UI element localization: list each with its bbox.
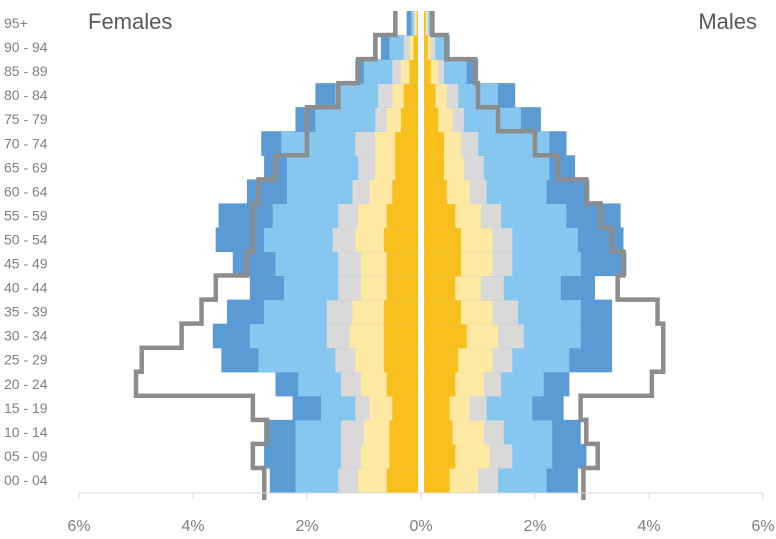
- male-bar-segment: [424, 35, 428, 60]
- female-bar-segment: [386, 371, 418, 397]
- bars-layer: [212, 11, 627, 493]
- female-bar-segment: [383, 347, 418, 373]
- y-tick-label: 85 - 89: [4, 63, 48, 79]
- y-tick-label: 40 - 44: [4, 280, 48, 296]
- males-outline-line: [430, 11, 666, 500]
- y-tick-label: 80 - 84: [4, 87, 48, 103]
- females-outline-line: [133, 11, 398, 500]
- male-bar-segment: [424, 179, 447, 204]
- male-bar-segment: [424, 227, 462, 253]
- y-tick-label: 30 - 34: [4, 328, 48, 344]
- x-tick-label: 6%: [67, 518, 90, 535]
- female-bar-segment: [392, 179, 418, 204]
- y-tick-label: 95+: [4, 15, 28, 31]
- male-bar-segment: [424, 323, 467, 349]
- female-bar-segment: [383, 299, 418, 325]
- y-tick-label: 70 - 74: [4, 135, 48, 151]
- y-tick-label: 25 - 29: [4, 352, 48, 368]
- female-bar-segment: [416, 11, 418, 36]
- female-bar-segment: [386, 275, 418, 301]
- y-tick-label: 90 - 94: [4, 39, 48, 55]
- male-bar-segment: [424, 107, 439, 132]
- y-tick-label: 20 - 24: [4, 376, 48, 392]
- x-tick-label: 4%: [181, 518, 204, 535]
- male-bar-segment: [424, 275, 456, 301]
- female-bar-segment: [413, 35, 418, 60]
- male-bar-segment: [424, 59, 431, 84]
- female-bar-segment: [386, 467, 418, 493]
- female-bar-segment: [389, 419, 418, 445]
- y-tick-label: 00 - 04: [4, 472, 48, 488]
- y-tick-label: 60 - 64: [4, 183, 48, 199]
- y-tick-label: 50 - 54: [4, 231, 48, 247]
- y-tick-label: 55 - 59: [4, 207, 48, 223]
- male-bar-segment: [424, 419, 453, 445]
- y-tick-label: 65 - 69: [4, 159, 48, 175]
- center-divider: [419, 9, 423, 494]
- female-bar-segment: [389, 443, 418, 469]
- male-bar-segment: [424, 11, 426, 36]
- male-bar-segment: [424, 395, 450, 421]
- label-males: Males: [698, 9, 757, 34]
- female-bar-segment: [386, 251, 418, 277]
- male-bar-segment: [424, 131, 444, 156]
- male-bar-segment: [424, 371, 456, 397]
- female-bar-segment: [392, 395, 418, 421]
- female-bar-segment: [383, 227, 418, 253]
- x-tick-label: 0%: [409, 518, 432, 535]
- x-tick-label: 2%: [523, 518, 546, 535]
- y-tick-label: 10 - 14: [4, 424, 48, 440]
- male-bar-segment: [424, 203, 456, 229]
- female-bar-segment: [400, 107, 418, 132]
- female-bar-segment: [383, 323, 418, 349]
- female-bar-segment: [409, 59, 418, 84]
- female-bar-segment: [395, 155, 418, 180]
- male-bar-segment: [424, 251, 462, 277]
- y-tick-label: 35 - 39: [4, 304, 48, 320]
- female-bar-segment: [395, 131, 418, 156]
- y-tick-label: 15 - 19: [4, 400, 48, 416]
- female-bar-segment: [386, 203, 418, 229]
- female-bar-segment: [415, 11, 418, 36]
- male-bar-segment: [424, 83, 436, 108]
- male-bar-segment: [424, 155, 444, 180]
- x-tick-label: 6%: [751, 518, 774, 535]
- outline-layer: [133, 11, 666, 500]
- label-females: Females: [88, 9, 172, 34]
- male-bar-segment: [424, 347, 459, 373]
- male-bar-segment: [424, 467, 450, 493]
- y-tick-label: 45 - 49: [4, 256, 48, 272]
- y-tick-label: 75 - 79: [4, 111, 48, 127]
- x-tick-label: 4%: [637, 518, 660, 535]
- x-axis: 6% 4% 2% 0% 2% 4% 6%: [67, 492, 775, 535]
- center-gap: [419, 9, 423, 494]
- y-axis-labels: 00 - 04 05 - 09 10 - 14 15 - 19 20 - 24 25 - …: [4, 15, 48, 488]
- male-bar-segment: [424, 299, 462, 325]
- female-bar-segment: [403, 83, 418, 108]
- y-tick-label: 05 - 09: [4, 448, 48, 464]
- male-bar-segment: [424, 443, 456, 469]
- x-tick-label: 2%: [295, 518, 318, 535]
